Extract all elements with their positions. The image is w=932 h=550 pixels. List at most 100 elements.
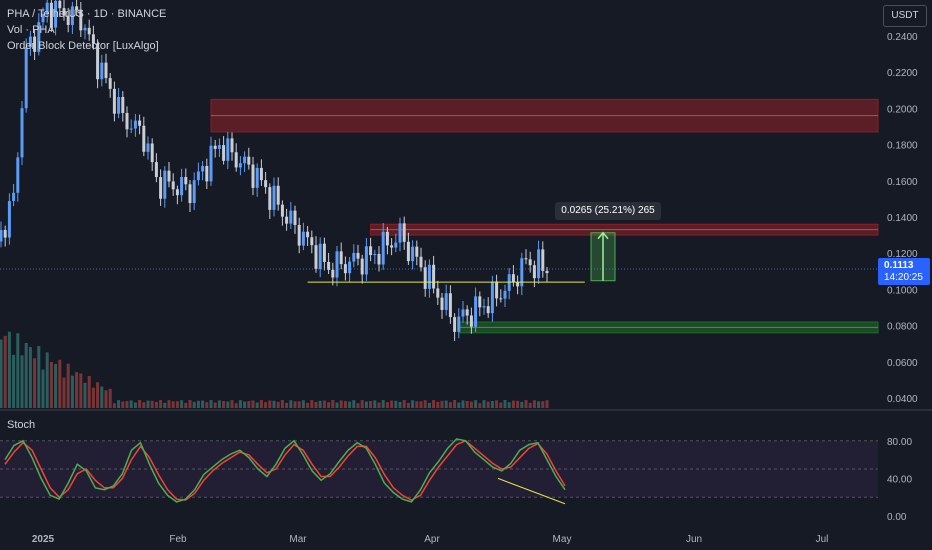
volume-bar <box>66 363 70 408</box>
volume-bar <box>129 400 133 408</box>
volume-bar <box>28 347 32 408</box>
symbol-legend[interactable]: PHA / TetherUS · 1D · BINANCE <box>7 8 167 20</box>
volume-bar <box>360 400 364 408</box>
volume-bar <box>427 402 431 408</box>
y-tick-label: 0.1800 <box>887 141 918 152</box>
volume-bar <box>411 400 415 408</box>
last-price-value: 0.1113 <box>884 260 914 271</box>
candle-body <box>436 288 440 298</box>
volume-bar <box>146 400 150 408</box>
volume-bar <box>96 382 100 408</box>
volume-bar <box>314 401 318 408</box>
candle-body <box>335 251 339 278</box>
candle-body <box>318 243 322 269</box>
candle-body <box>528 259 532 266</box>
volume-bar <box>121 401 125 408</box>
volume-bar <box>167 400 171 408</box>
candle-body <box>70 6 74 25</box>
y-tick-label: 0.0800 <box>887 322 918 333</box>
candle-body <box>226 138 230 161</box>
candle-body <box>499 298 503 300</box>
volume-bar <box>285 402 289 408</box>
volume-bar <box>222 401 226 408</box>
volume-bar <box>138 400 142 408</box>
volume-bar <box>322 400 326 408</box>
candle-body <box>251 164 255 188</box>
volume-bar <box>398 401 402 408</box>
volume-bar <box>436 401 440 408</box>
volume-bar <box>327 402 331 408</box>
candle-body <box>364 246 368 275</box>
volume-bar <box>79 373 83 408</box>
candle-body <box>486 306 490 314</box>
volume-legend[interactable]: Vol · PHA <box>7 24 55 36</box>
candle-body <box>301 231 305 246</box>
volume-bar <box>478 403 482 408</box>
volume-bar <box>545 400 549 408</box>
volume-bar <box>163 402 167 408</box>
volume-bar <box>75 372 79 408</box>
volume-bar <box>297 401 301 408</box>
candle-body <box>427 264 431 289</box>
volume-bar <box>486 401 490 408</box>
currency-button[interactable]: USDT <box>883 5 927 27</box>
candle-body <box>511 274 515 283</box>
volume-bar <box>125 400 129 408</box>
volume-bar <box>87 375 91 408</box>
volume-bar <box>133 402 137 408</box>
candle-body <box>3 230 7 238</box>
volume-bar <box>20 355 24 408</box>
volume-bar <box>251 400 255 408</box>
y-tick-label: 0.1000 <box>887 285 918 296</box>
volume-bar <box>490 400 494 408</box>
candle-body <box>469 315 473 327</box>
y-tick-label: 0.1200 <box>887 249 918 260</box>
candle-body <box>398 223 402 243</box>
volume-bar <box>54 364 58 408</box>
volume-bar <box>37 346 41 408</box>
volume-bar <box>444 400 448 408</box>
candle-body <box>213 145 217 149</box>
volume-bar <box>348 401 352 408</box>
stoch-y-tick-label: 80.00 <box>887 437 912 448</box>
volume-bar <box>171 401 175 408</box>
candle-body <box>129 128 133 130</box>
candle-body <box>516 282 520 287</box>
candle-body <box>24 47 28 109</box>
stoch-k-line <box>4 438 566 503</box>
candle-body <box>133 120 137 129</box>
candle-body <box>352 252 356 262</box>
volume-bar <box>83 382 87 408</box>
candle-body <box>373 253 377 256</box>
volume-bar <box>259 400 263 408</box>
candle-body <box>54 0 58 28</box>
candle-body <box>297 224 301 246</box>
candle-body <box>276 185 280 205</box>
candle-body <box>306 231 310 238</box>
stoch-legend[interactable]: Stoch <box>7 419 36 431</box>
candle-body <box>432 264 436 289</box>
volume-bar <box>335 402 339 408</box>
candle-body <box>91 34 95 44</box>
candle-body <box>142 125 146 152</box>
volume-bar <box>507 402 511 408</box>
candle-body <box>339 251 343 265</box>
candle-body <box>406 241 410 262</box>
candle-body <box>209 145 213 182</box>
volume-bar <box>16 333 20 408</box>
volume-bar <box>159 400 163 408</box>
volume-bar <box>41 369 45 408</box>
candle-body <box>331 269 335 278</box>
stoch-y-tick-label: 0.00 <box>887 512 907 523</box>
candle-body <box>377 253 381 265</box>
volume-bar <box>104 390 108 408</box>
volume-bar <box>180 400 184 408</box>
candle-body <box>264 180 268 188</box>
volume-bar <box>238 400 242 408</box>
candle-body <box>104 62 108 79</box>
volume-bar <box>423 400 427 408</box>
indicator-legend[interactable]: Order Block Detector [LuxAlgo] <box>7 40 159 52</box>
volume-bar <box>453 400 457 408</box>
candle-body <box>440 297 444 310</box>
